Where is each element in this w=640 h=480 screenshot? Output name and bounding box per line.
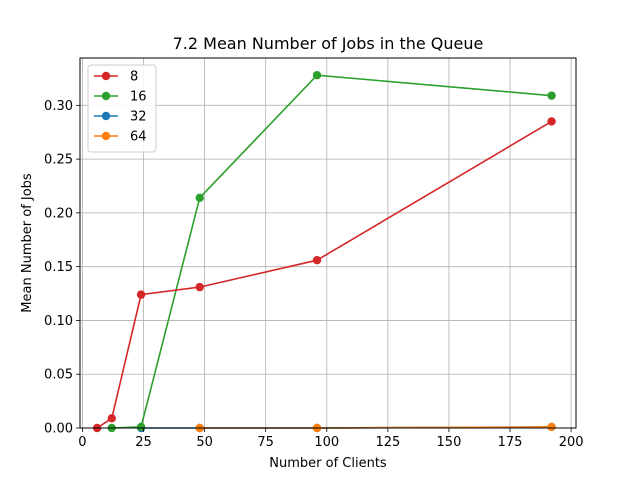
legend-marker [101, 71, 111, 81]
y-tick-label: 0.30 [44, 99, 73, 114]
series-line [96, 120, 552, 429]
x-tick-label: 150 [437, 435, 462, 450]
legend: 8 16 32 64 [87, 64, 157, 153]
x-tick-label: 25 [135, 435, 152, 450]
data-point [195, 193, 204, 203]
x-axis-label: Number of Clients [269, 456, 387, 471]
x-tick-label: 200 [559, 435, 584, 450]
x-tick-label: 125 [375, 435, 400, 450]
chart-title: 7.2 Mean Number of Jobs in the Queue [173, 34, 484, 53]
series-layer [92, 71, 556, 433]
x-tick-label: 50 [196, 435, 213, 450]
y-axis-label: Mean Number of Jobs [20, 173, 35, 313]
y-tick-label: 0.15 [44, 260, 73, 275]
series-64 [195, 422, 556, 433]
legend-item: 32 [94, 110, 147, 125]
legend-item: 64 [94, 130, 147, 145]
data-point [312, 256, 322, 265]
y-tick-label: 0.10 [44, 314, 73, 329]
series-16 [107, 71, 556, 433]
legend-marker [101, 131, 111, 141]
plot-frame [79, 57, 577, 429]
x-tick-label: 100 [314, 435, 339, 450]
data-point [547, 117, 556, 126]
legend-marker [101, 91, 111, 101]
x-tick-label: 175 [498, 435, 523, 450]
legend-label: 16 [130, 90, 147, 105]
data-point [547, 91, 556, 100]
legend-box [87, 64, 157, 153]
grid-lines [80, 58, 576, 429]
series-8 [92, 117, 556, 433]
y-tick-label: 0.20 [44, 206, 73, 221]
data-point [136, 422, 146, 432]
legend-item: 16 [94, 90, 147, 105]
data-point [312, 71, 322, 80]
x-tick-label: 75 [257, 435, 274, 450]
x-tick-label: 0 [78, 435, 86, 450]
y-tick-label: 0.25 [44, 153, 73, 168]
y-tick-label: 0.00 [44, 422, 73, 437]
y-tick-label: 0.05 [44, 368, 73, 383]
legend-label: 8 [130, 70, 138, 85]
legend-label: 64 [130, 130, 147, 145]
data-point [547, 422, 556, 432]
data-point [195, 282, 204, 292]
data-point [136, 290, 146, 299]
legend-label: 32 [130, 110, 147, 125]
axis-ticks: 0 25 50 75 100 125 150 175 200 0.00 0.05 0.10 0.15 0.… [44, 99, 583, 450]
data-point [107, 414, 116, 423]
legend-marker [101, 111, 111, 121]
legend-item: 8 [94, 70, 138, 85]
